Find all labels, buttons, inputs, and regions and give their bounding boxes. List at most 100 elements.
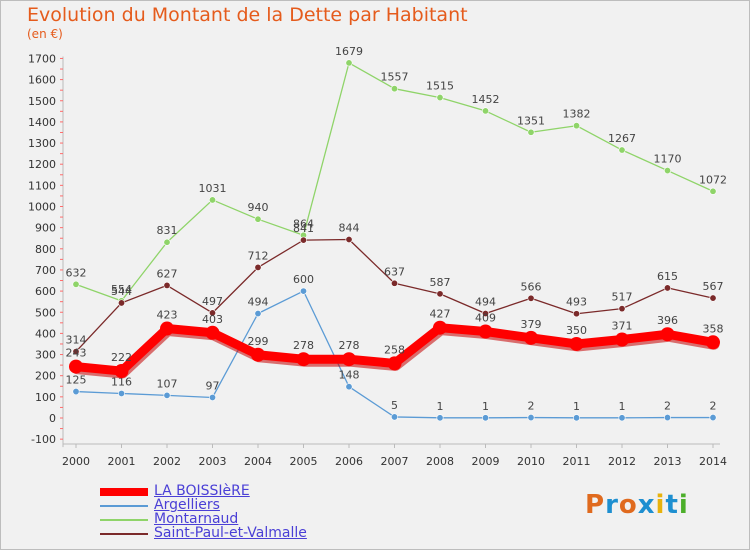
data-label: 148: [339, 369, 360, 382]
brand-letter: x: [637, 490, 656, 520]
data-label: 258: [384, 343, 405, 356]
data-point: [299, 236, 307, 244]
y-tick-label: 0: [49, 412, 56, 425]
data-point: [163, 281, 171, 289]
brand-letter: t: [665, 490, 679, 520]
data-point: [296, 352, 311, 367]
data-point: [342, 352, 356, 367]
y-tick-label: 1100: [28, 179, 56, 192]
legend-swatch: [100, 519, 148, 521]
data-label: 637: [384, 265, 405, 278]
data-point: [345, 59, 353, 67]
y-tick-label: 300: [35, 349, 56, 362]
y-tick-label: 400: [35, 327, 56, 340]
data-point: [254, 215, 262, 223]
data-point: [481, 414, 489, 422]
data-point: [527, 414, 535, 422]
data-label: 940: [248, 201, 269, 214]
x-tick-label: 2013: [654, 455, 682, 468]
data-point: [251, 347, 265, 362]
data-label: 1170: [654, 153, 682, 166]
brand-logo: Proxiti: [585, 490, 689, 520]
data-label: 5: [391, 399, 398, 412]
data-label: 2: [664, 400, 671, 413]
data-point: [481, 107, 489, 115]
data-label: 97: [206, 379, 220, 392]
series-montarnaud: 632 554 831 1031 940 864 1679 1557 1515 1452 1351 1…: [66, 45, 727, 305]
y-tick-label: 900: [35, 222, 56, 235]
data-label: 494: [475, 296, 496, 309]
y-tick-label: 700: [35, 264, 56, 277]
data-label: 517: [612, 291, 633, 304]
data-label: 615: [657, 270, 678, 283]
y-tick-label: 1700: [28, 52, 56, 65]
series-saint-paul-et-valmalle: 314 544 627 497 712 841 844 637 587 494 566 493 517 6…: [66, 221, 724, 356]
legend-label: Montarnaud: [154, 511, 239, 527]
data-point: [345, 383, 353, 391]
data-point: [481, 310, 489, 318]
data-label: 243: [66, 347, 87, 360]
chart-title: Evolution du Montant de la Dette par Hab…: [27, 4, 468, 26]
data-label: 497: [202, 295, 223, 308]
data-label: 1031: [199, 182, 227, 195]
data-point: [390, 85, 398, 93]
x-tick-label: 2000: [62, 455, 90, 468]
legend-item: Montarnaud: [100, 511, 500, 527]
data-point: [163, 391, 171, 399]
data-point: [615, 332, 629, 347]
data-label: 554: [111, 283, 132, 296]
y-tick-label: 800: [35, 243, 56, 256]
data-label: 222: [111, 351, 132, 364]
data-label: 864: [293, 217, 314, 230]
data-label: 278: [339, 339, 360, 352]
data-label: 423: [157, 309, 178, 322]
data-point: [118, 389, 126, 397]
data-label: 494: [248, 296, 269, 309]
data-point: [618, 305, 626, 313]
x-tick-label: 2010: [517, 455, 545, 468]
data-label: 2: [710, 400, 717, 413]
data-label: 409: [475, 311, 496, 324]
data-point: [118, 299, 126, 307]
data-point: [163, 238, 171, 246]
data-point: [72, 348, 80, 356]
y-tick-label: -100: [31, 433, 56, 446]
data-label: 1679: [335, 45, 363, 58]
data-point: [618, 414, 626, 422]
data-point: [478, 324, 493, 339]
brand-letter: P: [585, 490, 606, 520]
data-point: [209, 309, 217, 317]
y-tick-label: 1200: [28, 158, 56, 171]
data-label: 358: [703, 322, 724, 335]
y-tick-label: 100: [35, 391, 56, 404]
data-point: [524, 330, 538, 345]
y-tick-label: 1500: [28, 95, 56, 108]
y-tick-label: 1000: [28, 201, 56, 214]
x-tick-label: 2002: [153, 455, 181, 468]
y-tick-label: 600: [35, 285, 56, 298]
data-label: 1: [573, 400, 580, 413]
series-la-boissi-re: 243 222 423 403 299 278 278 258 427 409 379 350 371 3…: [66, 308, 724, 379]
data-label: 371: [612, 320, 633, 333]
legend-item: LA BOISSIèRE: [100, 483, 500, 499]
data-point: [706, 335, 720, 350]
data-point: [572, 310, 580, 318]
data-label: 1515: [426, 80, 454, 93]
brand-letter: o: [618, 490, 638, 520]
data-label: 1452: [472, 93, 500, 106]
data-label: 1: [619, 400, 626, 413]
data-point: [160, 321, 174, 336]
legend-swatch: [100, 533, 148, 535]
data-label: 493: [566, 296, 587, 309]
legend-label: Argelliers: [154, 497, 220, 513]
data-label: 632: [66, 266, 87, 279]
data-point: [209, 196, 217, 204]
data-point: [299, 287, 307, 295]
data-point: [663, 414, 671, 422]
data-label: 107: [157, 377, 178, 390]
data-label: 1382: [563, 108, 591, 121]
data-label: 544: [111, 285, 132, 298]
data-point: [527, 294, 535, 302]
